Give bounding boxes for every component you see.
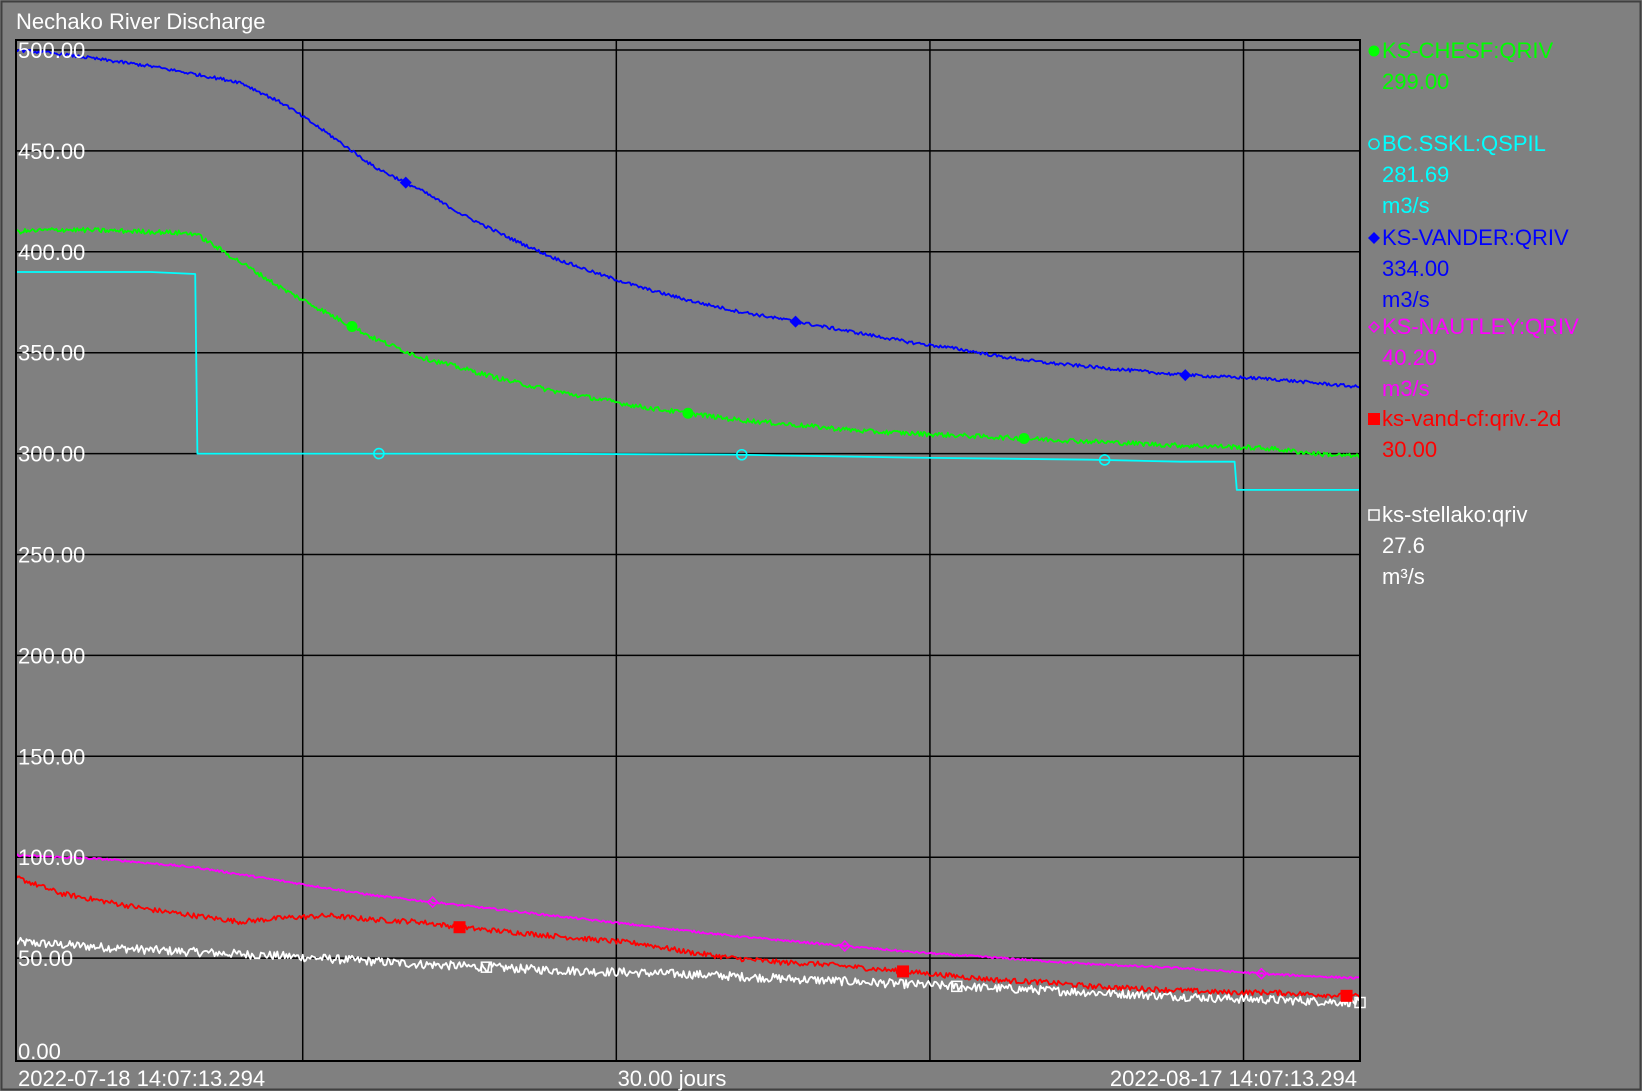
legend-series-name: KS-VANDER:QRIV <box>1382 225 1569 250</box>
legend-unit: m3/s <box>1382 376 1430 401</box>
data-point-marker <box>1340 989 1353 1002</box>
data-point-marker <box>480 961 493 973</box>
data-point-marker <box>453 921 466 934</box>
y-tick-label: 300.00 <box>18 442 85 467</box>
chart-title: Nechako River Discharge <box>16 9 265 34</box>
y-tick-label: 400.00 <box>18 240 85 265</box>
y-tick-label: 50.00 <box>18 946 73 971</box>
legend-series-name: ks-stellako:qriv <box>1382 502 1527 527</box>
data-point-marker <box>1098 454 1111 466</box>
series-line-ks-vand-cf-qriv-2d <box>15 874 1361 999</box>
legend-series-name: BC.SSKL:QSPIL <box>1382 131 1546 156</box>
legend-current-value: 334.00 <box>1382 256 1449 281</box>
data-point-marker <box>1018 432 1030 444</box>
y-tick-label: 450.00 <box>18 139 85 164</box>
legend-marker <box>1367 320 1381 334</box>
legend-current-value: 40.20 <box>1382 345 1437 370</box>
legend-marker <box>1368 232 1380 244</box>
legend-current-value: 299.00 <box>1382 69 1449 94</box>
x-end-label: 2022-08-17 14:07:13.294 <box>1110 1066 1357 1091</box>
legend-entry-ks-vander-qriv: KS-VANDER:QRIV 334.00 m3/s <box>1368 225 1569 312</box>
y-tick-label: 200.00 <box>18 643 85 668</box>
data-point-marker <box>951 980 963 993</box>
y-tick-label: 100.00 <box>18 845 85 870</box>
x-start-label: 2022-07-18 14:07:13.294 <box>18 1066 265 1091</box>
y-tick-label: 350.00 <box>18 341 85 366</box>
legend-unit: m³/s <box>1382 564 1425 589</box>
legend-entry-ks-vand-cf-qriv-2d: ks-vand-cf:qriv.-2d 30.00 <box>1368 406 1561 462</box>
data-point-marker <box>373 447 385 460</box>
legend: KS-CHESF:QRIV 299.00 BC.SSKL:QSPIL 281.69 m3… <box>1367 38 1579 589</box>
legend-entry-ks-stellako-qriv: ks-stellako:qriv 27.6 m³/s <box>1368 502 1527 589</box>
legend-marker <box>1368 45 1380 57</box>
data-point-marker <box>1255 967 1268 980</box>
series-line-ks-stellako-qriv <box>15 936 1361 1008</box>
data-point-marker <box>1179 369 1192 382</box>
data-point-marker <box>682 407 694 419</box>
series-line-ks-vander-qriv <box>15 48 1361 389</box>
data-point-marker <box>897 965 910 978</box>
grid <box>16 40 1360 1061</box>
series-ks-vand-cf-qriv-2d <box>15 874 1361 1002</box>
legend-marker <box>1368 509 1380 521</box>
data-point-marker <box>426 896 439 909</box>
y-tick-label: 0.00 <box>18 1039 61 1064</box>
x-span-label: 30.00 jours <box>618 1066 727 1091</box>
series-ks-chesf-qriv <box>15 226 1361 460</box>
y-tick-label: 150.00 <box>18 744 85 769</box>
legend-marker <box>1368 413 1380 425</box>
y-tick-label: 500.00 <box>18 38 85 63</box>
series-line-ks-nautley-qriv <box>15 853 1361 980</box>
legend-current-value: 27.6 <box>1382 533 1425 558</box>
data-point-marker <box>735 448 748 461</box>
plot-area-border <box>15 39 1361 1062</box>
series-line-bc-sskl-qspil <box>16 271 1360 491</box>
legend-entry-ks-nautley-qriv: KS-NAUTLEY:QRIV 40.20 m3/s <box>1367 314 1579 401</box>
y-tick-label: 250.00 <box>18 543 85 568</box>
legend-entry-ks-chesf-qriv: KS-CHESF:QRIV 299.00 <box>1368 38 1553 94</box>
legend-unit: m3/s <box>1382 287 1430 312</box>
data-point-marker <box>346 320 358 332</box>
legend-marker <box>1368 138 1380 150</box>
series-ks-vander-qriv <box>15 48 1361 389</box>
data-point-marker <box>838 939 851 953</box>
series-ks-nautley-qriv <box>15 853 1361 980</box>
legend-unit: m3/s <box>1382 193 1430 218</box>
series-bc-sskl-qspil <box>16 271 1360 491</box>
legend-current-value: 281.69 <box>1382 162 1449 187</box>
plot-area <box>16 40 1360 1061</box>
legend-current-value: 30.00 <box>1382 437 1437 462</box>
legend-series-name: KS-CHESF:QRIV <box>1382 38 1553 63</box>
y-axis-ticks: 0.00 50.00 100.00 150.00 200.00 250.00 300.00 3… <box>18 38 85 1064</box>
legend-entry-bc-sskl-qspil: BC.SSKL:QSPIL 281.69 m3/s <box>1368 131 1546 218</box>
legend-series-name: KS-NAUTLEY:QRIV <box>1382 314 1579 339</box>
data-point-marker <box>789 315 802 328</box>
legend-series-name: ks-vand-cf:qriv.-2d <box>1382 406 1561 431</box>
data-point-marker <box>399 176 412 189</box>
